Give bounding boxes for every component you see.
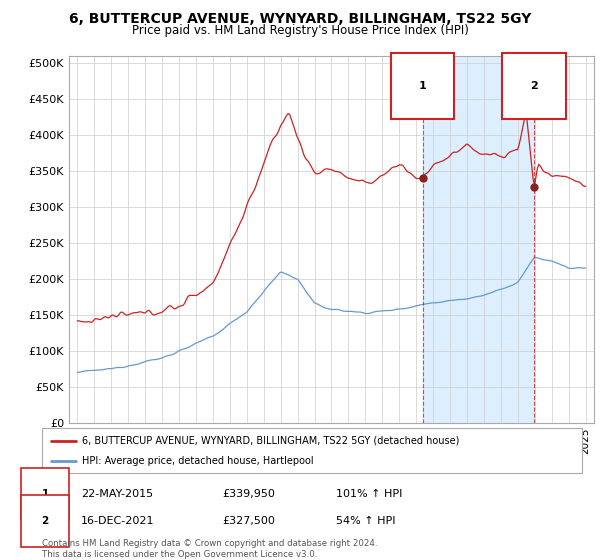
FancyBboxPatch shape bbox=[42, 428, 582, 473]
Bar bbox=[422, 56, 534, 423]
Text: £327,500: £327,500 bbox=[222, 516, 275, 526]
Text: HPI: Average price, detached house, Hartlepool: HPI: Average price, detached house, Hart… bbox=[83, 456, 314, 466]
Text: 1: 1 bbox=[419, 81, 427, 91]
Text: 22-MAY-2015: 22-MAY-2015 bbox=[81, 489, 153, 499]
Text: 2: 2 bbox=[41, 516, 49, 526]
Text: 101% ↑ HPI: 101% ↑ HPI bbox=[336, 489, 403, 499]
Text: £339,950: £339,950 bbox=[222, 489, 275, 499]
Text: 1: 1 bbox=[41, 489, 49, 499]
Text: 6, BUTTERCUP AVENUE, WYNYARD, BILLINGHAM, TS22 5GY: 6, BUTTERCUP AVENUE, WYNYARD, BILLINGHAM… bbox=[69, 12, 531, 26]
Text: 2: 2 bbox=[530, 81, 538, 91]
Text: Contains HM Land Registry data © Crown copyright and database right 2024.
This d: Contains HM Land Registry data © Crown c… bbox=[42, 539, 377, 559]
Text: 54% ↑ HPI: 54% ↑ HPI bbox=[336, 516, 395, 526]
Text: 16-DEC-2021: 16-DEC-2021 bbox=[81, 516, 155, 526]
Text: Price paid vs. HM Land Registry's House Price Index (HPI): Price paid vs. HM Land Registry's House … bbox=[131, 24, 469, 36]
Text: 6, BUTTERCUP AVENUE, WYNYARD, BILLINGHAM, TS22 5GY (detached house): 6, BUTTERCUP AVENUE, WYNYARD, BILLINGHAM… bbox=[83, 436, 460, 446]
